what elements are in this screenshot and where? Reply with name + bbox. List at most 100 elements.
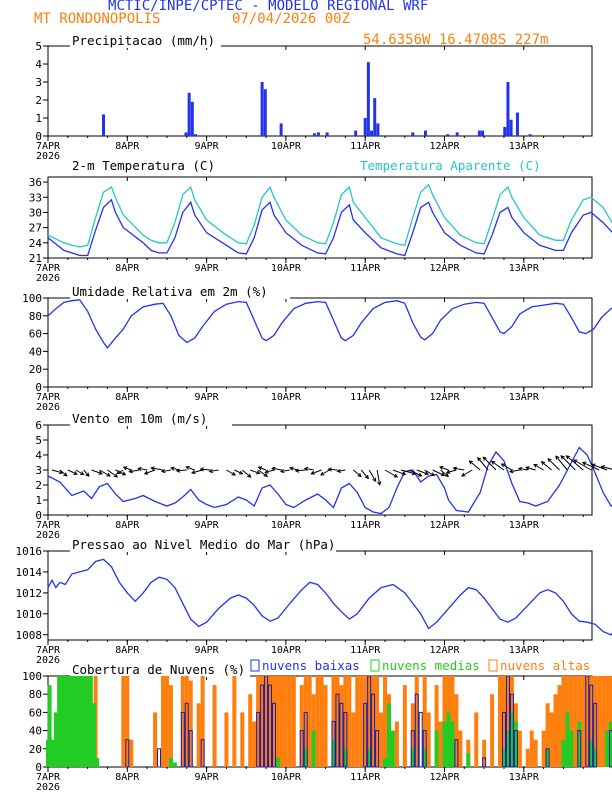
cloud-high-bar [188, 680, 193, 767]
cloud-high-bar [601, 676, 606, 767]
wind-arrow-head [106, 472, 111, 477]
panel-title: Cobertura de Nuvens (%) [72, 662, 245, 677]
cloud-mid-bar [95, 757, 100, 767]
cloud-high-bar [553, 694, 558, 767]
wind-arrow [360, 469, 369, 479]
wind-arrow-head [264, 469, 269, 474]
y-tick-label: 1014 [16, 566, 43, 579]
cloud-mid-bar [85, 676, 90, 767]
y-tick-label: 4 [35, 58, 42, 71]
wind-arrow [384, 469, 398, 478]
wind-arrow-head [327, 467, 332, 472]
cloud-high-bar [490, 694, 495, 767]
wind-arrow [170, 467, 179, 471]
y-tick-label: 1012 [16, 587, 43, 600]
x-tick-label: 12APR [429, 141, 460, 152]
cloud-low-bar [256, 711, 261, 768]
legend-text: Temperatura Aparente (C) [360, 158, 541, 173]
cloud-mid-bar [82, 676, 87, 767]
wind-arrow [482, 456, 497, 471]
cloud-high-bar [287, 676, 292, 767]
cloud-high-bar [153, 712, 158, 767]
cloud-high-bar [268, 676, 273, 767]
wind-arrow [453, 467, 465, 471]
title-bg [70, 159, 226, 173]
precip-bar [446, 134, 450, 136]
location-label: MT RONDONOPOLIS [34, 11, 161, 27]
x-tick-label: 12APR [429, 645, 460, 656]
cloud-low-bar [260, 684, 265, 768]
cloud-low-bar [375, 730, 380, 768]
cloud-mid-bar [383, 757, 388, 767]
cloud-high-bar [454, 694, 459, 767]
cloud-high-bar [410, 703, 415, 767]
wind-arrow-head [417, 472, 423, 477]
x-tick-label: 8APR [115, 645, 140, 656]
wind-arrow [191, 469, 203, 474]
legend-low-text: nuvens baixas [262, 658, 360, 673]
wind-arrow-head [581, 461, 587, 466]
precip-bar [423, 130, 427, 136]
wind-arrow [200, 468, 211, 471]
wind-arrow [311, 469, 322, 475]
title-bg [70, 412, 232, 426]
x-tick-label: 8APR [115, 772, 140, 783]
wind-arrow-head [122, 466, 128, 471]
x-tick-label: 10APR [271, 772, 302, 783]
wind-arrow [547, 458, 560, 471]
y-tick-label: 100 [22, 292, 42, 305]
cloud-mid-bar [79, 676, 84, 767]
wind-arrow-head [508, 469, 514, 474]
wind-arrow [491, 460, 505, 471]
cloud-high-bar [355, 676, 360, 767]
wind-arrow-head [310, 470, 315, 475]
y-tick-label: 24 [29, 237, 43, 250]
wind-arrow [376, 469, 381, 485]
cloud-high-bar [569, 676, 574, 767]
cloud-high-bar [525, 748, 530, 767]
wind-arrow [51, 469, 63, 474]
cloud-mid-bar [47, 685, 52, 767]
x-tick-label: 10APR [271, 645, 302, 656]
cloud-mid-bar [513, 721, 518, 767]
wind-arrow [226, 469, 236, 476]
y-tick-label: 4 [35, 449, 42, 462]
cloud-high-bar [375, 676, 380, 767]
wind-arrow-head [517, 466, 523, 472]
wind-arrow-head [143, 470, 149, 475]
x-tick-label: 11APR [350, 392, 381, 403]
legend-mid-swatch [370, 659, 380, 672]
panel-title: Umidade Relativa em 2m (%) [72, 284, 268, 299]
cloud-low-bar [545, 748, 550, 768]
cloud-high-bar [248, 694, 253, 767]
wind-arrow [91, 469, 103, 475]
panel-frame [47, 297, 593, 388]
cloud-high-bar [402, 685, 407, 767]
cloud-low-bar [343, 711, 348, 768]
wind-arrow [408, 469, 422, 477]
wind-arrow [446, 469, 457, 474]
cloud-mid-bar [367, 748, 372, 767]
wind-arrow [117, 469, 124, 474]
y-tick-label: 20 [29, 363, 42, 376]
title-bg [70, 34, 221, 48]
cloud-mid-bar [442, 721, 447, 767]
y-tick-label: 60 [29, 706, 42, 719]
cloud-low-bar [371, 693, 376, 768]
cloud-high-bar [498, 676, 503, 767]
wind-arrow-head [525, 466, 530, 471]
wind-arrow-head [444, 472, 449, 478]
cloud-high-bar [252, 721, 257, 767]
x-tick-label: 7APR [36, 772, 61, 783]
wind-arrow-head [80, 471, 85, 476]
cloud-high-bar [335, 676, 340, 767]
wind-arrow-head [128, 469, 133, 474]
y-tick-label: 0 [35, 130, 42, 143]
cloud-low-bar [589, 684, 594, 768]
x-tick-label: 11APR [350, 772, 381, 783]
cloud-low-bar [454, 739, 459, 768]
x-year-label: 2026 [36, 782, 60, 792]
cloud-high-bar [160, 676, 165, 767]
cloud-low-bar [180, 711, 185, 768]
wind-arrow-head [482, 456, 487, 461]
